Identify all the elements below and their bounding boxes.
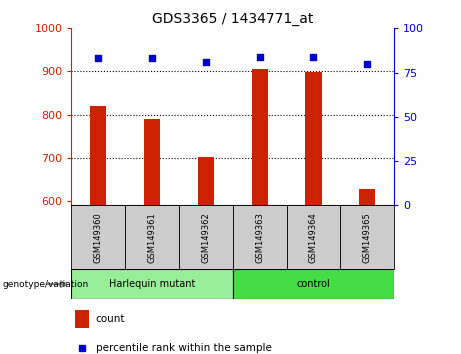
Bar: [125, 205, 179, 269]
Text: GSM149360: GSM149360: [94, 212, 103, 263]
Bar: [287, 205, 340, 269]
Bar: [252, 69, 268, 205]
Bar: [90, 106, 106, 205]
Title: GDS3365 / 1434771_at: GDS3365 / 1434771_at: [152, 12, 313, 26]
Bar: [233, 205, 287, 269]
Text: control: control: [296, 279, 331, 289]
Bar: [75, 310, 89, 328]
Text: GSM149365: GSM149365: [363, 212, 372, 263]
Bar: [233, 269, 394, 299]
Text: GSM149361: GSM149361: [148, 212, 157, 263]
Bar: [71, 269, 233, 299]
Point: [148, 56, 156, 61]
Bar: [179, 205, 233, 269]
Bar: [359, 189, 375, 205]
Text: GSM149363: GSM149363: [255, 212, 264, 263]
Point: [256, 54, 263, 59]
Text: GSM149364: GSM149364: [309, 212, 318, 263]
Point: [310, 54, 317, 59]
Point: [364, 61, 371, 67]
Text: percentile rank within the sample: percentile rank within the sample: [96, 343, 272, 353]
Point: [202, 59, 210, 65]
Bar: [144, 119, 160, 205]
Text: count: count: [96, 314, 125, 324]
Text: Harlequin mutant: Harlequin mutant: [109, 279, 195, 289]
Bar: [198, 156, 214, 205]
Bar: [340, 205, 394, 269]
Bar: [71, 205, 125, 269]
Bar: [305, 72, 321, 205]
Point: [95, 56, 102, 61]
Text: GSM149362: GSM149362: [201, 212, 210, 263]
Text: genotype/variation: genotype/variation: [2, 280, 89, 289]
